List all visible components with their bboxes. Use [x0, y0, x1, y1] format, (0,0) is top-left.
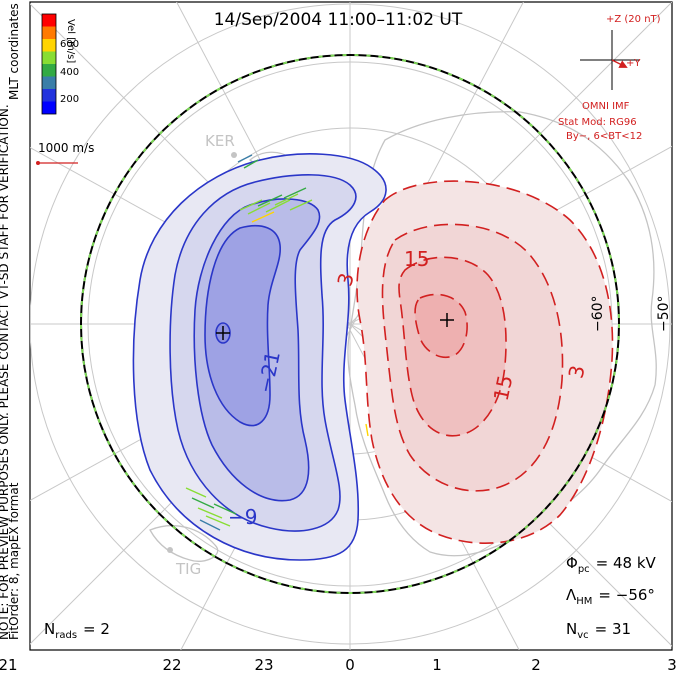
- station-ker: KER: [205, 132, 235, 150]
- scale-vector-dot: [36, 161, 40, 165]
- mlt-axis: 21 22 23 0 1 2 3: [0, 656, 677, 674]
- map-title: 14/Sep/2004 11:00–11:02 UT: [214, 10, 463, 30]
- colorbar-swatch: [42, 26, 56, 39]
- lat-label-60: −60°: [590, 295, 606, 332]
- contour-label-pos-15b: 15: [489, 373, 518, 403]
- contour-labels: −21 −9 3 15 15 3: [228, 247, 590, 529]
- hm-boundary-dash: [80, 54, 620, 594]
- stat-phi-pc: Φpc = 48 kV: [566, 554, 657, 575]
- mlt-tick-3: 3: [667, 656, 677, 674]
- latitude-labels: −60° −50°: [590, 295, 672, 332]
- velocity-vectors: [185, 154, 369, 531]
- colorbar-tick-200: 200: [60, 94, 79, 105]
- mlt-tick-1: 1: [432, 656, 442, 674]
- colorbar-swatch: [42, 14, 56, 27]
- stat-lambda-hm: ΛHM = −56°: [566, 586, 655, 607]
- potential-extrema: [216, 313, 454, 340]
- station-labels: KER TIG: [167, 132, 237, 578]
- mlt-tick-23: 23: [254, 656, 273, 674]
- scale-vector-label: 1000 m/s: [38, 141, 94, 155]
- fitorder-label: FitOrder: 8, mapEX format: [7, 482, 21, 640]
- imf-clock: +Z (20 nT) +Y OMNI IMF Stat Mod: RG96 By…: [558, 14, 661, 142]
- station-dot-tig: [167, 547, 173, 553]
- imf-condition: By−, 6<BT<12: [566, 131, 642, 142]
- colorbar-swatch: [42, 89, 56, 102]
- mlt-tick-0: 0: [345, 656, 355, 674]
- meridian-20: [30, 145, 672, 502]
- imf-z-label: +Z (20 nT): [606, 14, 661, 25]
- colorbar-border: [41, 13, 57, 115]
- positive-convection-cell: [356, 180, 614, 544]
- mlt-tick-21: 21: [0, 656, 18, 674]
- colorbar-swatch: [42, 39, 56, 52]
- negative-convection-cell: [132, 153, 387, 561]
- colorbar-tick-600: 600: [60, 39, 79, 50]
- stat-n-rads: Nrads = 2: [44, 620, 110, 641]
- contour-label-pos-15a: 15: [404, 247, 429, 271]
- imf-y-label: +Y: [626, 58, 641, 69]
- lat-label-50: −50°: [656, 295, 672, 332]
- contour-neg-4: [204, 224, 281, 427]
- velocity-colorbar: [41, 13, 57, 115]
- colorbar-swatch: [42, 51, 56, 64]
- mlt-tick-22: 22: [162, 656, 181, 674]
- imf-model: Stat Mod: RG96: [558, 117, 637, 128]
- imf-source: OMNI IMF: [582, 101, 630, 112]
- colorbar-label: Vel [m/s]: [65, 19, 76, 63]
- contour-pos-core: [414, 293, 468, 359]
- colorbar-swatch: [42, 76, 56, 89]
- contour-label-neg-9: −9: [228, 505, 257, 529]
- contour-label-pos-3b: 3: [564, 363, 590, 380]
- imf-vector: [611, 59, 628, 68]
- station-tig: TIG: [175, 560, 201, 578]
- map-statistics: Φpc = 48 kV ΛHM = −56° Nvc = 31 Nrads = 2: [44, 554, 657, 641]
- preview-note: NOTE: FOR PREVIEW PURPOSES ONLY. PLEASE …: [0, 104, 11, 640]
- colorbar-swatch: [42, 101, 56, 114]
- station-dot-ker: [231, 152, 237, 158]
- mlt-tick-2: 2: [531, 656, 541, 674]
- colorbar-tick-400: 400: [60, 67, 79, 78]
- contour-label-pos-3a: 3: [332, 270, 358, 289]
- colorbar-swatch: [42, 64, 56, 77]
- stat-n-vc: Nvc = 31: [566, 620, 631, 641]
- coords-label: MLT coordinates: [7, 3, 21, 100]
